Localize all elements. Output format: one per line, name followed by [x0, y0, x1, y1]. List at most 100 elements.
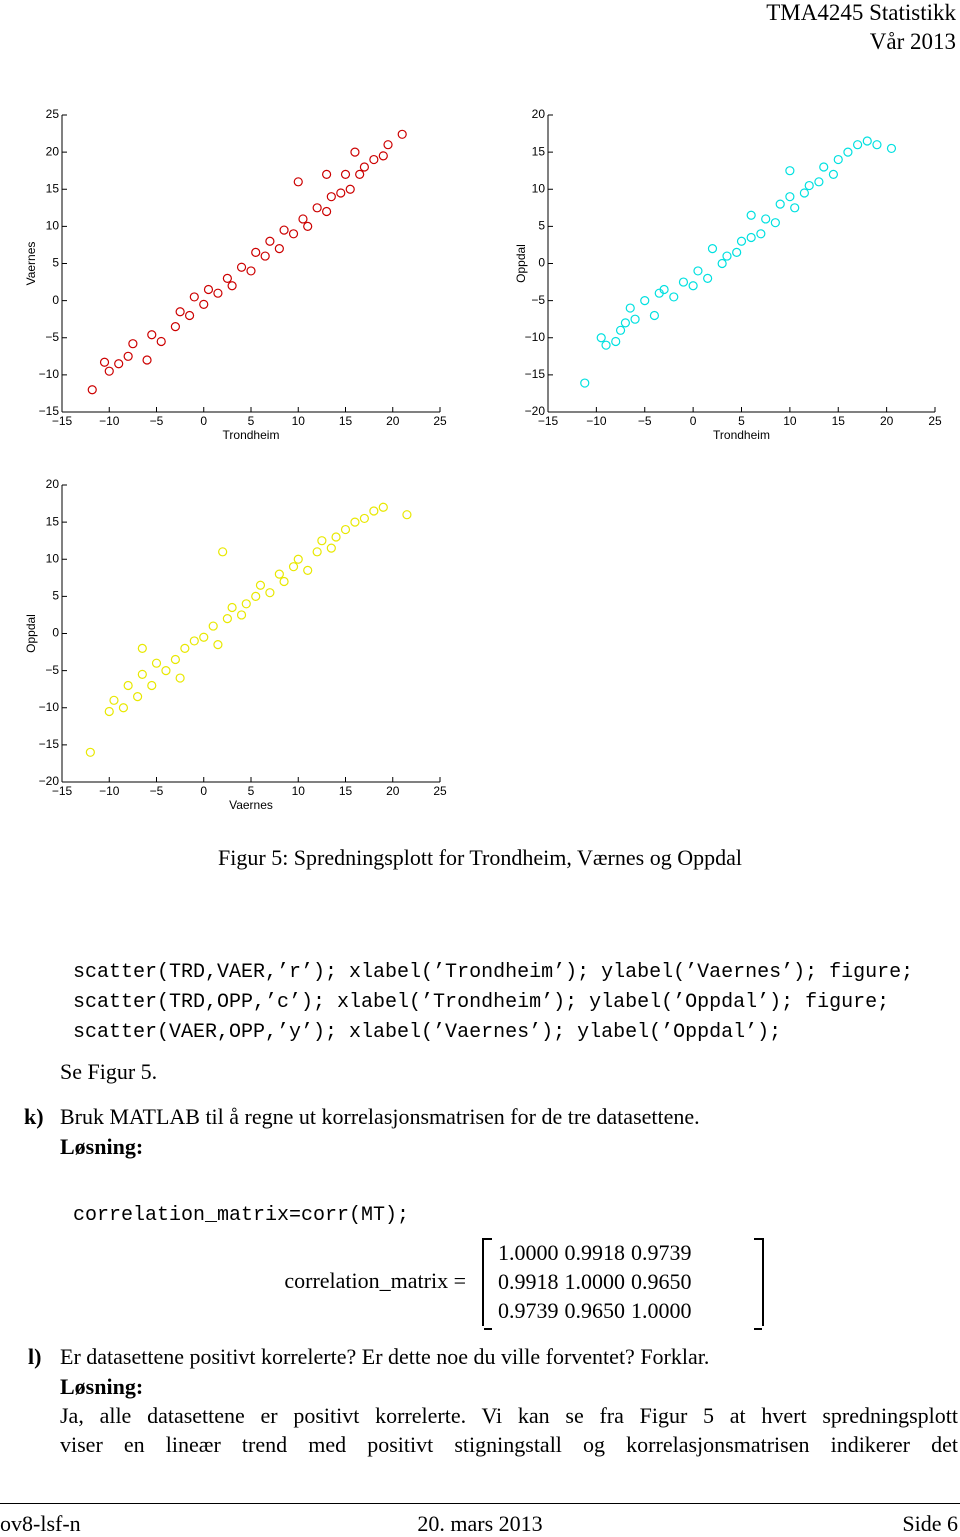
point	[383, 140, 393, 150]
y-tick-label: 20	[46, 144, 60, 158]
point	[161, 666, 171, 676]
y-tick-label: −15	[525, 367, 546, 381]
point	[189, 636, 199, 646]
point	[350, 147, 360, 157]
question: Bruk MATLAB til å regne ut korrelasjonsm…	[60, 1104, 700, 1129]
x-tick-label: −15	[538, 414, 559, 428]
point	[288, 562, 299, 572]
point	[775, 199, 785, 209]
matrix-name: correlation_matrix =	[284, 1268, 466, 1293]
point	[123, 680, 133, 691]
x-tick-label: −15	[52, 784, 73, 798]
point	[189, 292, 199, 302]
point	[872, 140, 882, 150]
cell: 0.9918	[498, 1268, 559, 1294]
point	[123, 351, 133, 361]
y-tick-label: 10	[46, 551, 60, 565]
x-tick-label: 0	[200, 784, 207, 798]
point	[288, 229, 299, 239]
footer-left: ov8-lsf-n	[0, 1511, 81, 1536]
point	[322, 206, 332, 217]
solution-label: Løsning:	[60, 1134, 144, 1159]
code-line: scatter(VAER,OPP,’y’); xlabel(’Vaernes’)…	[73, 1021, 782, 1044]
point	[147, 330, 157, 340]
point	[350, 517, 360, 527]
cell: 0.9739	[498, 1297, 559, 1323]
code-line: scatter(TRD,OPP,’c’); xlabel(’Trondheim’…	[73, 991, 890, 1014]
point	[693, 266, 703, 276]
y-tick-label: −5	[45, 663, 59, 677]
point	[736, 236, 747, 246]
point	[790, 203, 800, 213]
point	[707, 244, 718, 254]
point	[133, 692, 143, 702]
point	[630, 314, 640, 324]
point	[611, 336, 621, 347]
point	[303, 565, 313, 575]
point	[359, 513, 369, 524]
point	[843, 147, 853, 157]
point	[359, 162, 369, 172]
point	[218, 547, 228, 557]
y-tick-label: 20	[46, 477, 60, 491]
point	[746, 232, 756, 243]
point	[828, 169, 839, 180]
x-tick-label: 20	[386, 414, 400, 428]
point	[137, 643, 147, 653]
y-tick-label: 0	[52, 293, 59, 307]
cell: 1.0000	[564, 1268, 626, 1294]
point	[227, 602, 237, 613]
y-tick-label: 5	[52, 589, 59, 603]
point	[279, 576, 289, 587]
scatter-chart: −15 −10 −5 0 5 10 15 20 25 −15 −10 −5 0 5 10 15 20 25 Tron…	[24, 107, 447, 442]
y-tick-label: −5	[45, 330, 59, 344]
point	[180, 643, 190, 653]
point	[336, 188, 346, 198]
point	[814, 177, 824, 187]
point	[265, 588, 275, 598]
x-tick-label: 0	[200, 414, 207, 428]
point	[175, 307, 185, 317]
point	[199, 299, 209, 309]
point	[326, 543, 336, 553]
point	[236, 610, 247, 620]
point	[147, 680, 157, 691]
point	[322, 169, 332, 180]
point	[251, 591, 261, 601]
point	[213, 288, 223, 298]
point	[274, 244, 284, 254]
x-tick-label: 20	[880, 414, 894, 428]
y-tick-label: −10	[39, 700, 60, 714]
y-tick-label: −10	[39, 367, 60, 381]
x-tick-label: −5	[150, 414, 164, 428]
item-label: k)	[24, 1104, 44, 1129]
point	[620, 318, 630, 328]
point	[279, 225, 289, 235]
y-tick-label: 0	[52, 626, 59, 640]
y-axis-label: Oppdal	[514, 244, 528, 283]
point	[732, 247, 742, 257]
point	[199, 632, 209, 642]
y-tick-label: −10	[525, 330, 546, 344]
x-tick-label: 10	[783, 414, 797, 428]
y-tick-label: 10	[532, 181, 546, 195]
point	[340, 524, 351, 535]
point	[251, 247, 261, 257]
point	[703, 273, 713, 283]
point	[804, 180, 814, 191]
x-tick-label: 10	[292, 784, 306, 798]
x-tick-label: 10	[292, 414, 306, 428]
y-tick-label: 15	[46, 181, 60, 195]
cell: 0.9918	[564, 1239, 626, 1265]
text: Se Figur 5.	[60, 1059, 158, 1084]
y-tick-label: 15	[46, 514, 60, 528]
code-line: scatter(TRD,VAER,’r’); xlabel(’Trondheim…	[73, 961, 914, 984]
footer-rule	[0, 1503, 960, 1504]
point	[274, 569, 284, 579]
point	[862, 136, 872, 146]
point	[615, 325, 626, 335]
point	[601, 340, 611, 350]
point	[227, 281, 237, 291]
